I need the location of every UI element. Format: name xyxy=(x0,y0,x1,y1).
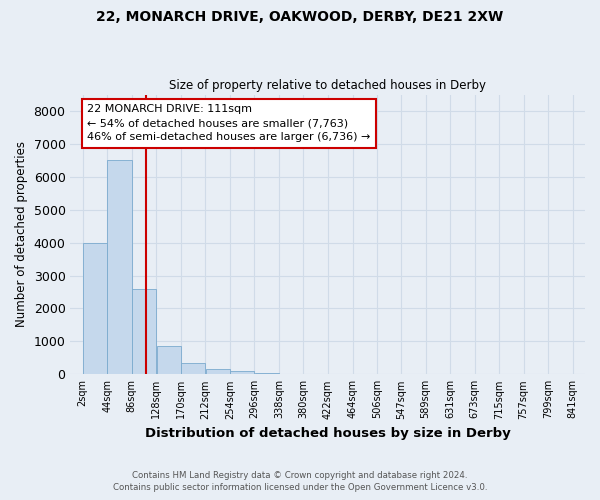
Y-axis label: Number of detached properties: Number of detached properties xyxy=(15,142,28,328)
X-axis label: Distribution of detached houses by size in Derby: Distribution of detached houses by size … xyxy=(145,427,511,440)
Text: 22 MONARCH DRIVE: 111sqm
← 54% of detached houses are smaller (7,763)
46% of sem: 22 MONARCH DRIVE: 111sqm ← 54% of detach… xyxy=(88,104,371,142)
Bar xyxy=(230,371,254,374)
Bar xyxy=(157,346,181,374)
Title: Size of property relative to detached houses in Derby: Size of property relative to detached ho… xyxy=(169,79,486,92)
Bar xyxy=(132,288,156,374)
Text: Contains HM Land Registry data © Crown copyright and database right 2024.
Contai: Contains HM Land Registry data © Crown c… xyxy=(113,471,487,492)
Bar xyxy=(107,160,131,374)
Bar xyxy=(181,363,205,374)
Bar xyxy=(83,242,107,374)
Bar xyxy=(206,370,230,374)
Bar xyxy=(254,372,278,374)
Text: 22, MONARCH DRIVE, OAKWOOD, DERBY, DE21 2XW: 22, MONARCH DRIVE, OAKWOOD, DERBY, DE21 … xyxy=(97,10,503,24)
